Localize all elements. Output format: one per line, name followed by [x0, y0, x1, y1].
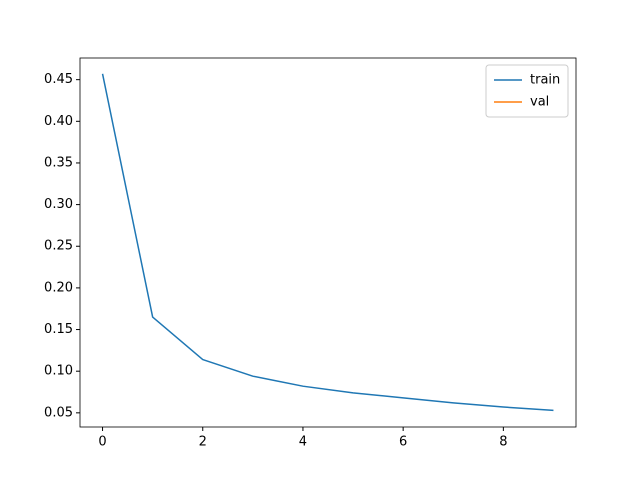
x-tick-label: 0	[98, 435, 106, 450]
y-tick-label: 0.05	[44, 405, 73, 420]
y-tick-label: 0.20	[44, 280, 73, 295]
y-tick-label: 0.10	[44, 364, 73, 379]
y-tick-label: 0.40	[44, 114, 73, 129]
legend-box	[485, 64, 569, 118]
line-series	[101, 73, 554, 412]
x-tick-label: 2	[199, 435, 207, 450]
legend-label: val	[530, 95, 549, 110]
x-tick-label: 4	[299, 435, 307, 450]
y-tick-label: 0.30	[44, 197, 73, 212]
y-tick-label: 0.15	[44, 322, 73, 337]
y-tick-label: 0.35	[44, 155, 73, 170]
x-tick-label: 6	[399, 435, 407, 450]
plot-frame	[79, 57, 577, 428]
y-tick-label: 0.25	[44, 239, 73, 254]
x-tick-label: 8	[499, 435, 507, 450]
y-tick-label: 0.45	[44, 72, 73, 87]
legend-label: train	[530, 73, 560, 88]
